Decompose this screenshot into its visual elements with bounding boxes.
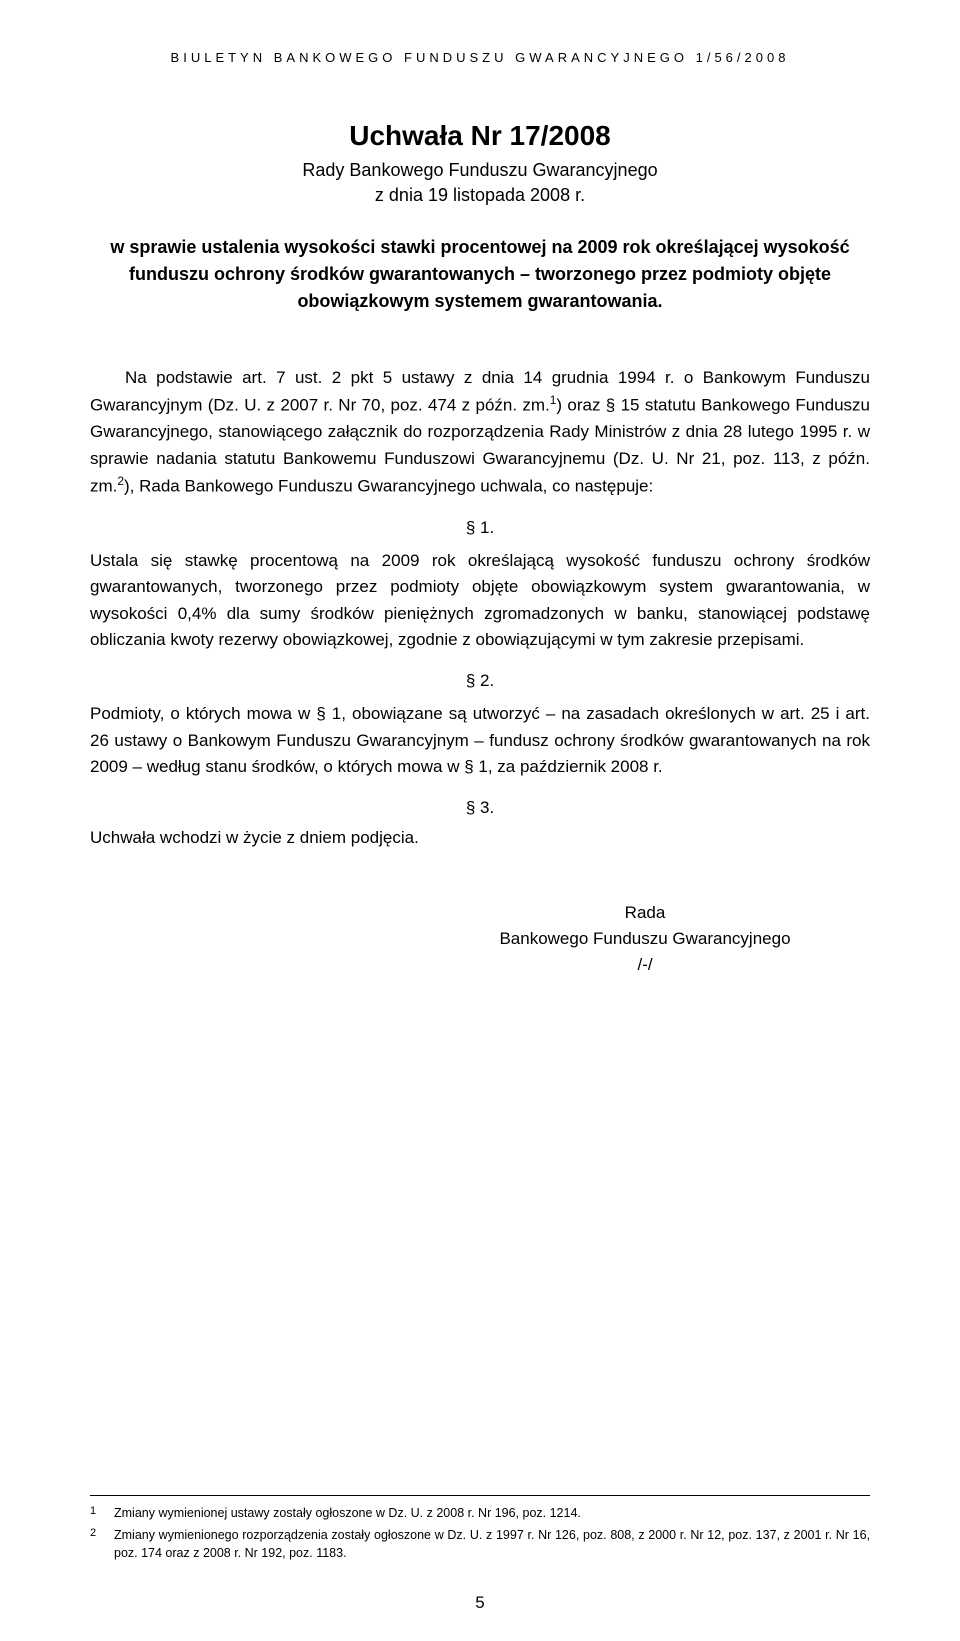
page-number: 5	[0, 1593, 960, 1613]
section-1-text: Ustala się stawkę procentową na 2009 rok…	[90, 548, 870, 653]
preamble-text-3: ), Rada Bankowego Funduszu Gwarancyjnego…	[124, 477, 653, 496]
section-2-number: § 2.	[90, 671, 870, 691]
section-2-text: Podmioty, o których mowa w § 1, obowiąza…	[90, 701, 870, 780]
footnote-1: 1 Zmiany wymienionej ustawy zostały ogło…	[90, 1504, 870, 1522]
resolution-subject: w sprawie ustalenia wysokości stawki pro…	[90, 234, 870, 315]
footnote-2-number: 2	[90, 1526, 100, 1562]
preamble-paragraph: Na podstawie art. 7 ust. 2 pkt 5 ustawy …	[90, 365, 870, 500]
resolution-date: z dnia 19 listopada 2008 r.	[90, 185, 870, 206]
footnote-2: 2 Zmiany wymienionego rozporządzenia zos…	[90, 1526, 870, 1562]
footnote-2-text: Zmiany wymienionego rozporządzenia zosta…	[114, 1526, 870, 1562]
document-header: BIULETYN BANKOWEGO FUNDUSZU GWARANCYJNEG…	[90, 50, 870, 65]
resolution-title: Uchwała Nr 17/2008	[90, 120, 870, 152]
footnote-1-text: Zmiany wymienionej ustawy zostały ogłosz…	[114, 1504, 870, 1522]
footnotes-section: 1 Zmiany wymienionej ustawy zostały ogło…	[90, 1495, 870, 1566]
signature-line-1: Rada	[430, 903, 860, 923]
section-1-number: § 1.	[90, 518, 870, 538]
signature-block: Rada Bankowego Funduszu Gwarancyjnego /-…	[430, 903, 860, 975]
signature-line-3: /-/	[430, 955, 860, 975]
section-3-number: § 3.	[90, 798, 870, 818]
footnote-1-number: 1	[90, 1504, 100, 1522]
resolution-subtitle: Rady Bankowego Funduszu Gwarancyjnego	[90, 160, 870, 181]
signature-line-2: Bankowego Funduszu Gwarancyjnego	[430, 929, 860, 949]
enactment-text: Uchwała wchodzi w życie z dniem podjęcia…	[90, 828, 870, 848]
footnote-divider	[90, 1495, 870, 1496]
